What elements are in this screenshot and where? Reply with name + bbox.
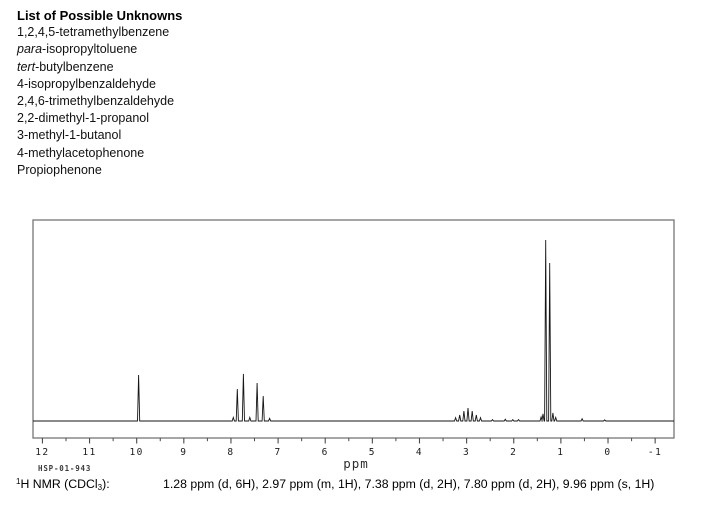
compound-name-italic-prefix: tert bbox=[17, 59, 36, 74]
compound-name: 4-methylacetophenone bbox=[17, 145, 145, 160]
list-item: 4-isopropylbenzaldehyde bbox=[17, 76, 182, 93]
nmr-caption-label: 1H NMR (CDCl3): bbox=[16, 477, 110, 492]
nucleus-superscript: 1 bbox=[16, 477, 21, 486]
list-item: 3-methyl-1-butanol bbox=[17, 127, 182, 144]
x-axis-tick-label: 1 bbox=[557, 447, 564, 458]
compound-name: 4-isopropylbenzaldehyde bbox=[17, 76, 156, 91]
unknowns-list-title: List of Possible Unknowns bbox=[17, 8, 183, 23]
list-item: 2,4,6-trimethylbenzaldehyde bbox=[17, 93, 182, 110]
x-axis-tick-labels: 12 11 10 9 8 7 6 5 4 3 2 1 0 -1 bbox=[35, 447, 662, 458]
list-item: 2,2-dimethyl-1-propanol bbox=[17, 110, 182, 127]
compound-name: -butylbenzene bbox=[35, 59, 114, 74]
x-axis-tick-label: 12 bbox=[35, 447, 49, 458]
list-item: 4-methylacetophenone bbox=[17, 145, 182, 162]
x-axis-ticks bbox=[41, 438, 656, 444]
solvent-subscript: 3 bbox=[97, 483, 103, 492]
list-item: Propiophenone bbox=[17, 162, 182, 179]
x-axis-title: ppm bbox=[343, 456, 369, 471]
spectrum-id-label: HSP-01-943 bbox=[38, 464, 92, 473]
spectrum-trace bbox=[33, 239, 674, 422]
compound-name: 3-methyl-1-butanol bbox=[17, 128, 122, 143]
nmr-shift-list: 1.28 ppm (d, 6H), 2.97 ppm (m, 1H), 7.38… bbox=[163, 477, 655, 491]
x-axis-tick-label: 5 bbox=[369, 447, 376, 458]
plot-frame bbox=[32, 219, 675, 439]
list-item: 1,2,4,5-tetramethylbenzene bbox=[17, 24, 182, 41]
x-axis-tick-label: 8 bbox=[227, 447, 234, 458]
compound-name: 1,2,4,5-tetramethylbenzene bbox=[17, 25, 170, 40]
x-axis-tick-label: 11 bbox=[82, 447, 96, 458]
compound-name-italic-prefix: para bbox=[17, 42, 43, 57]
x-axis-tick-label: 2 bbox=[510, 447, 517, 458]
list-item: tert-butylbenzene bbox=[17, 59, 182, 76]
x-axis-tick-label: 3 bbox=[463, 447, 470, 458]
compound-name: 2,2-dimethyl-1-propanol bbox=[17, 111, 150, 126]
list-item: para-isopropyltoluene bbox=[17, 41, 182, 58]
compound-name: -isopropyltoluene bbox=[42, 42, 138, 57]
compound-name: Propiophenone bbox=[17, 162, 102, 177]
x-axis-tick-label: -1 bbox=[648, 447, 662, 458]
x-axis-tick-label: 4 bbox=[416, 447, 423, 458]
nmr-caption: 1H NMR (CDCl3): 1.28 ppm (d, 6H), 2.97 pp… bbox=[16, 477, 654, 492]
x-axis-tick-label: 9 bbox=[180, 447, 187, 458]
x-axis-tick-label: 6 bbox=[322, 447, 329, 458]
x-axis-tick-label: 7 bbox=[274, 447, 281, 458]
unknowns-list: List of Possible Unknowns 1,2,4,5-tetram… bbox=[17, 7, 182, 179]
x-axis-tick-label: 0 bbox=[604, 447, 611, 458]
compound-name: 2,4,6-trimethylbenzaldehyde bbox=[17, 94, 175, 109]
x-axis-tick-label: 10 bbox=[129, 447, 143, 458]
